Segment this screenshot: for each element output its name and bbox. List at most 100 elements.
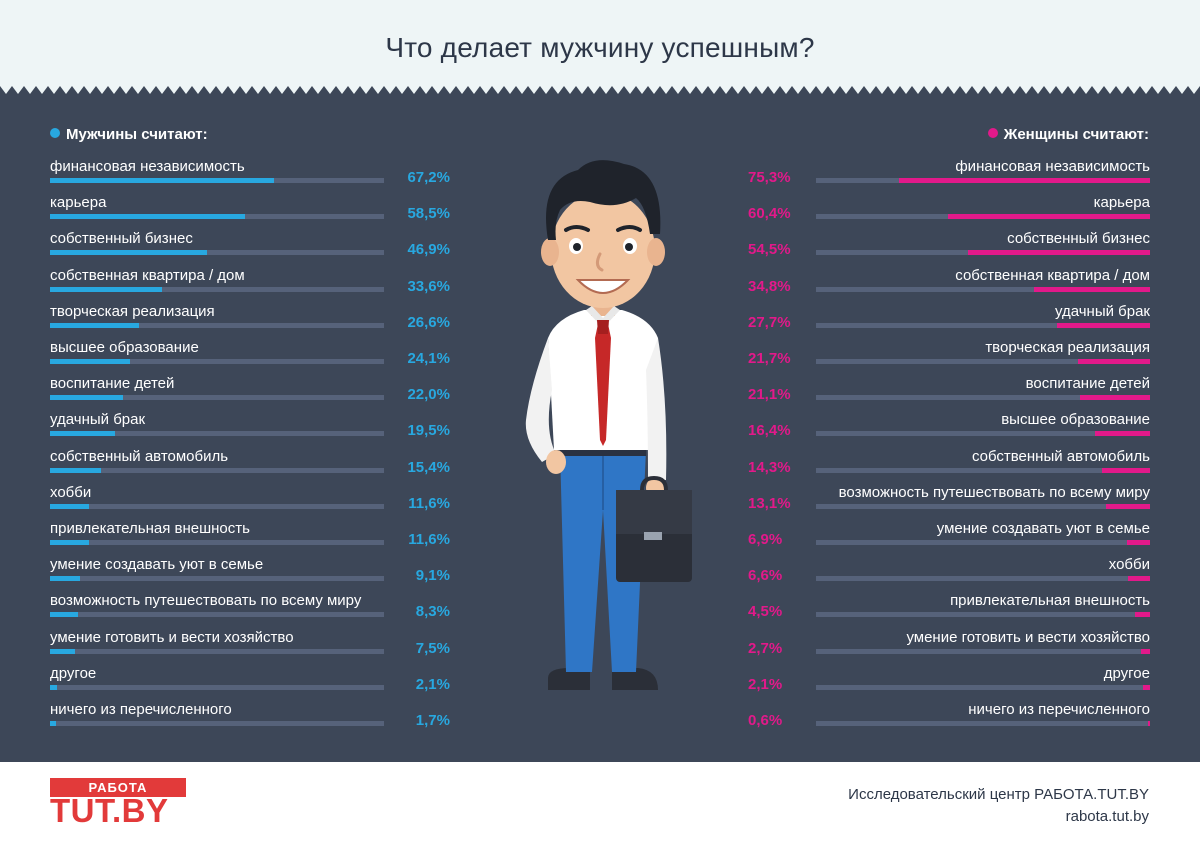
- bar-track: [50, 612, 384, 618]
- bar: [50, 467, 102, 473]
- value-label: 0,6%: [748, 712, 783, 729]
- men-row: другое 2,1%: [50, 665, 450, 701]
- bar-track: [816, 612, 1150, 618]
- value-label: 21,7%: [748, 350, 791, 367]
- category-label: собственный автомобиль: [971, 447, 1150, 465]
- category-label: собственный автомобиль: [50, 447, 229, 465]
- category-label: собственный бизнес: [1007, 230, 1150, 248]
- site-link[interactable]: rabota.tut.by: [1065, 808, 1149, 825]
- bar-track: [50, 467, 384, 473]
- category-label: умение создавать уют в семье: [936, 520, 1150, 537]
- men-row: собственный автомобиль 15,4%: [50, 448, 450, 484]
- bar-track: [50, 322, 384, 328]
- bar-track: [50, 721, 384, 726]
- women-row: умение готовить и вести хозяйство 2,7%: [748, 629, 1150, 665]
- bar: [1079, 395, 1150, 401]
- category-label: собственная квартира / дом: [955, 266, 1150, 284]
- bar-track: [816, 322, 1150, 328]
- bar: [1148, 721, 1150, 726]
- bar-track: [50, 359, 384, 364]
- bar-track: [816, 286, 1150, 292]
- category-label: умение создавать уют в семье: [50, 556, 264, 574]
- value-label: 8,3%: [415, 603, 450, 621]
- value-label: 26,6%: [407, 313, 450, 331]
- bar-track: [816, 250, 1150, 256]
- men-row: карьера 58,5%: [50, 194, 450, 230]
- men-row: финансовая независимость 67,2%: [50, 158, 450, 194]
- men-row: высшее образование 24,1%: [50, 339, 450, 375]
- bar: [50, 322, 139, 328]
- women-row: собственный бизнес 54,5%: [748, 230, 1150, 266]
- category-label: другое: [1103, 664, 1150, 682]
- value-label: 2,1%: [748, 675, 783, 693]
- title-band: [0, 0, 1200, 86]
- bar-track: [50, 431, 384, 437]
- value-label: 58,5%: [407, 205, 450, 223]
- bar: [50, 395, 124, 401]
- bar-track: [816, 576, 1150, 582]
- bar: [50, 540, 89, 545]
- bar: [1134, 612, 1150, 618]
- bar-track: [50, 684, 384, 690]
- men-header: Мужчины считают:: [50, 126, 208, 143]
- men-row: воспитание детей 22,0%: [50, 375, 450, 411]
- bar-track: [816, 214, 1150, 220]
- category-label: хобби: [50, 483, 92, 501]
- bar-track: [50, 214, 384, 220]
- value-label: 60,4%: [748, 205, 791, 223]
- value-label: 15,4%: [407, 458, 450, 476]
- bar-track: [816, 359, 1150, 364]
- bar-track: [50, 395, 384, 401]
- category-label: привлекательная внешность: [50, 520, 250, 537]
- bar: [50, 286, 163, 292]
- men-row: умение создавать уют в семье 9,1%: [50, 556, 450, 592]
- category-label: карьера: [1093, 194, 1150, 212]
- women-row: высшее образование 16,4%: [748, 411, 1150, 447]
- category-label: возможность путешествовать по всему миру: [50, 592, 362, 610]
- women-row: творческая реализация 21,7%: [748, 339, 1150, 375]
- bar-track: [816, 721, 1150, 726]
- category-label: творческая реализация: [50, 302, 215, 320]
- bar: [1127, 576, 1150, 582]
- category-label: привлекательная внешность: [950, 592, 1150, 610]
- women-header-text: Женщины считают:: [1003, 126, 1149, 143]
- women-row: воспитание детей 21,1%: [748, 375, 1150, 411]
- bar: [1057, 322, 1150, 328]
- bar: [1143, 684, 1150, 690]
- category-label: собственный бизнес: [50, 230, 193, 248]
- bar: [50, 250, 207, 256]
- men-row: умение готовить и вести хозяйство 7,5%: [50, 629, 450, 665]
- category-label: финансовая независимость: [50, 158, 245, 175]
- bar-track: [816, 395, 1150, 401]
- men-dot-icon: [50, 128, 60, 138]
- men-row: хобби 11,6%: [50, 484, 450, 520]
- value-label: 21,1%: [748, 386, 791, 404]
- category-label: ничего из перечисленного: [968, 701, 1150, 718]
- men-row: творческая реализация 26,6%: [50, 303, 450, 339]
- bar-track: [50, 503, 384, 509]
- bar: [1095, 431, 1150, 437]
- bar-track: [816, 178, 1150, 183]
- category-label: собственная квартира / дом: [50, 266, 245, 284]
- bar: [967, 250, 1150, 256]
- bar: [1033, 286, 1150, 292]
- value-label: 67,2%: [407, 169, 450, 186]
- bar: [50, 178, 275, 183]
- category-label: удачный брак: [1054, 302, 1150, 320]
- women-row: хобби 6,6%: [748, 556, 1150, 592]
- bar-track: [50, 178, 384, 183]
- bar: [948, 214, 1150, 220]
- value-label: 9,1%: [415, 567, 450, 585]
- women-row: ничего из перечисленного 0,6%: [748, 701, 1150, 737]
- women-row: собственный автомобиль 14,3%: [748, 448, 1150, 484]
- bar-track: [50, 576, 384, 582]
- bar: [1077, 359, 1150, 364]
- category-label: хобби: [1108, 556, 1150, 574]
- bar: [50, 576, 81, 582]
- zigzag-edge: [0, 86, 1200, 94]
- bar: [898, 178, 1150, 183]
- women-row: собственная квартира / дом 34,8%: [748, 267, 1150, 303]
- category-label: финансовая независимость: [955, 158, 1150, 175]
- category-label: воспитание детей: [1025, 375, 1150, 393]
- men-header-text: Мужчины считают:: [66, 126, 208, 143]
